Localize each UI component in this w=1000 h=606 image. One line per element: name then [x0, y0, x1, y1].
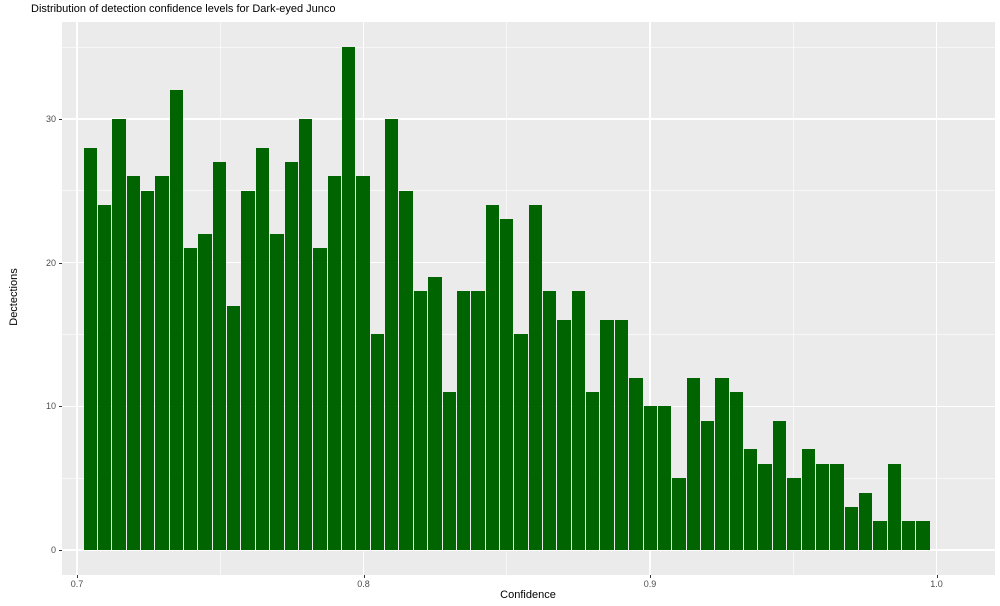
histogram-bar — [270, 233, 284, 550]
y-tick-label: 10 — [45, 401, 56, 412]
histogram-bar — [169, 90, 184, 550]
y-minor-gridline — [62, 477, 995, 479]
y-major-gridline — [62, 118, 995, 120]
x-tick-mark — [650, 575, 651, 578]
y-minor-gridline — [62, 190, 995, 192]
histogram-bar — [873, 521, 887, 550]
y-major-gridline — [62, 261, 995, 264]
y-tick-mark — [59, 118, 62, 120]
x-major-gridline — [76, 22, 78, 575]
histogram-bar — [255, 147, 270, 550]
histogram-bar — [557, 320, 571, 550]
histogram-bar — [112, 118, 126, 550]
histogram-bar — [715, 377, 729, 550]
histogram-bar — [83, 147, 97, 550]
histogram-bar — [313, 248, 327, 550]
histogram-bar — [815, 463, 830, 550]
x-axis-title: Confidence — [500, 589, 556, 601]
histogram-bar — [758, 463, 772, 550]
chart-title: Distribution of detection confidence lev… — [31, 3, 336, 15]
x-tick-label: 0.9 — [643, 579, 657, 589]
histogram-bar — [413, 291, 428, 550]
x-tick-mark — [363, 575, 365, 578]
x-tick-label: 0.8 — [357, 579, 370, 589]
histogram-bar — [471, 291, 485, 550]
histogram-bar — [586, 391, 600, 550]
x-tick-label: 0.7 — [70, 579, 84, 589]
y-minor-gridline — [62, 334, 995, 335]
histogram-bar — [97, 205, 112, 550]
y-tick-label: 20 — [45, 257, 56, 268]
histogram-bar — [370, 334, 385, 550]
histogram-bar — [284, 162, 298, 550]
y-major-gridline — [62, 405, 995, 407]
histogram-bar — [385, 118, 399, 550]
histogram-bar — [629, 377, 643, 550]
histogram-bar — [887, 463, 902, 550]
histogram-bar — [399, 190, 413, 550]
x-tick-mark — [77, 575, 78, 578]
histogram-bar — [672, 478, 686, 550]
histogram-bar — [356, 176, 370, 550]
y-tick-mark — [59, 406, 62, 408]
histogram-bar — [643, 406, 657, 550]
histogram-bar — [499, 219, 514, 550]
histogram-bar — [657, 406, 672, 550]
y-tick-mark — [59, 550, 62, 551]
histogram-bar — [428, 276, 442, 550]
histogram-bar — [543, 291, 557, 550]
histogram-bar — [528, 205, 543, 550]
histogram-bar — [126, 176, 140, 550]
histogram-bar — [571, 291, 586, 550]
y-minor-gridline — [62, 46, 995, 48]
histogram-bar — [744, 449, 758, 550]
x-minor-gridline — [792, 22, 794, 575]
histogram-bar — [155, 176, 169, 550]
histogram-bar — [184, 248, 198, 550]
histogram-bar — [341, 47, 356, 550]
histogram-bar — [212, 162, 227, 550]
histogram-bar — [787, 478, 801, 550]
x-tick-label: 1.0 — [930, 579, 943, 589]
histogram-bar — [227, 305, 241, 550]
y-axis-title: Dectections — [8, 268, 20, 326]
y-tick-label: 0 — [50, 545, 56, 555]
histogram-bar — [514, 334, 528, 550]
histogram-bar — [729, 391, 744, 550]
histogram-bar — [198, 233, 212, 550]
histogram-bar — [485, 205, 499, 550]
histogram-bar — [442, 391, 456, 550]
histogram-bar — [140, 190, 155, 550]
histogram-bar — [916, 521, 930, 550]
histogram-bar — [700, 420, 715, 550]
histogram-bar — [686, 377, 700, 550]
histogram-bar — [830, 463, 844, 550]
plot-panel — [62, 22, 995, 575]
histogram-bar — [902, 521, 916, 550]
y-tick-mark — [59, 262, 62, 264]
histogram-bar — [241, 190, 255, 550]
histogram-bar — [772, 420, 787, 550]
histogram-bar — [614, 320, 629, 550]
x-major-gridline — [649, 22, 651, 575]
histogram-bar — [456, 291, 471, 550]
histogram-bar — [844, 506, 858, 550]
y-tick-label: 30 — [45, 113, 56, 124]
y-major-gridline — [62, 549, 995, 551]
histogram-bar — [600, 320, 614, 550]
histogram-bar — [298, 118, 313, 550]
x-major-gridline — [935, 22, 938, 575]
histogram-bar — [801, 449, 815, 550]
histogram-bar — [327, 176, 341, 550]
x-tick-mark — [936, 575, 938, 578]
histogram-bar — [858, 492, 873, 550]
